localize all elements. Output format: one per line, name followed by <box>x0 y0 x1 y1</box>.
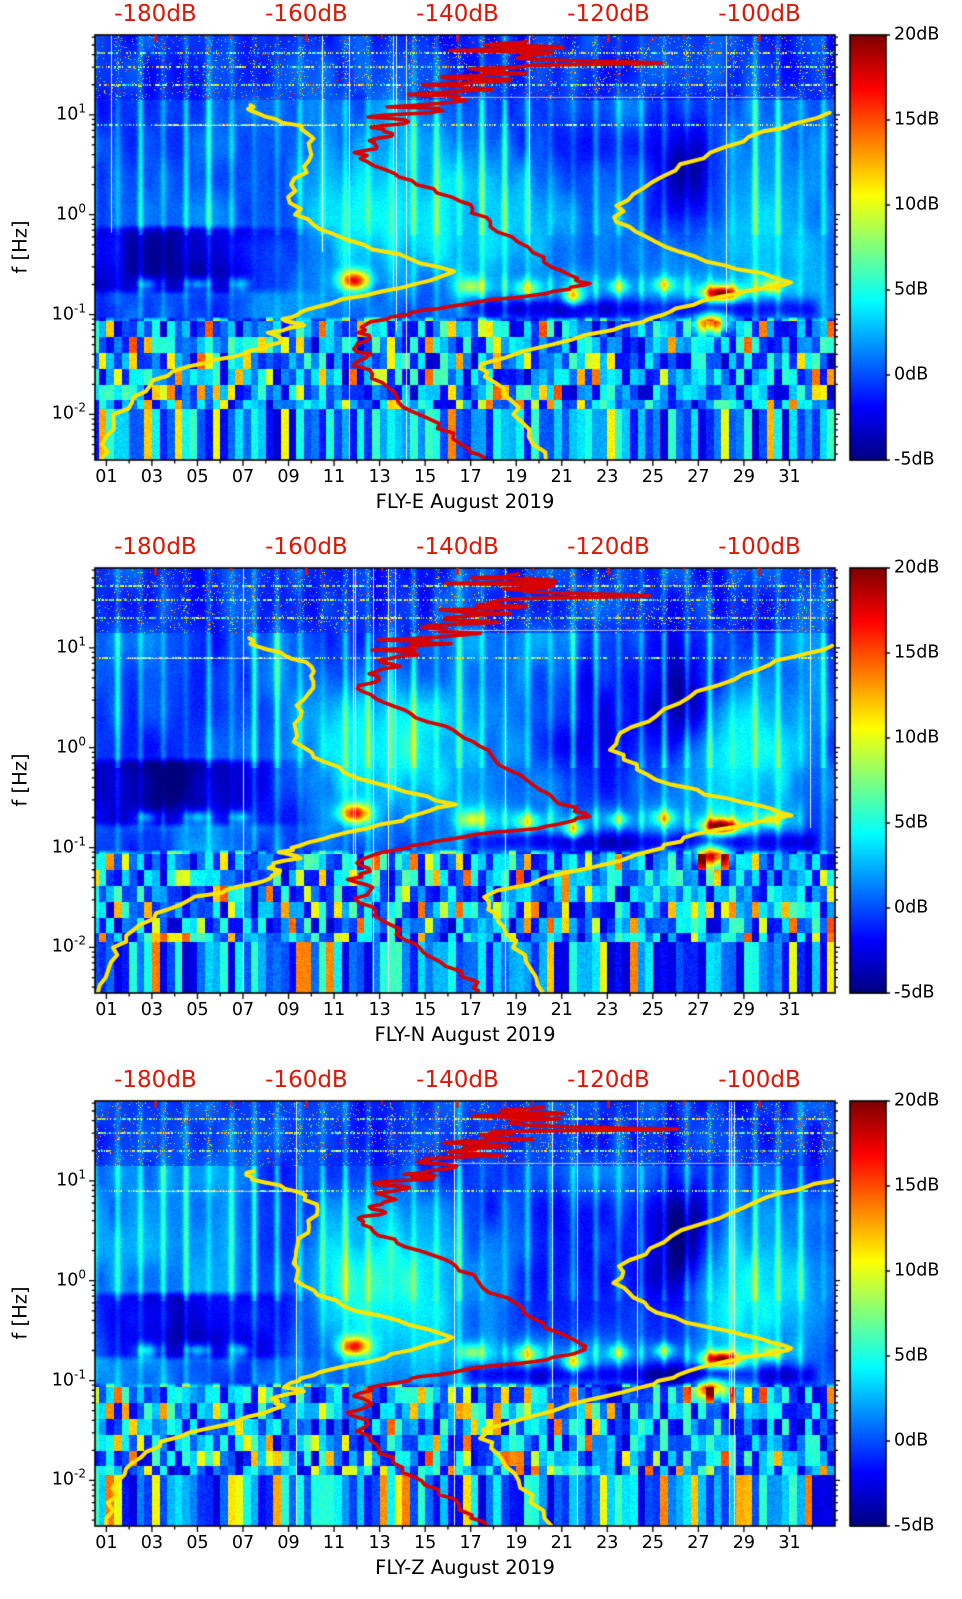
panel-title-fly-z: FLY-Z August 2019 <box>375 1556 555 1579</box>
y-axis-label: f [Hz] <box>8 220 32 274</box>
spectrogram-canvas-fly-z <box>0 1066 962 1599</box>
panel-fly-e: -180dB -160dB -140dB -120dB -100dB 01 03 05 07 09… <box>0 0 962 533</box>
panel-title-fly-n: FLY-N August 2019 <box>374 1023 556 1046</box>
panel-title-fly-e: FLY-E August 2019 <box>375 490 555 513</box>
y-axis-label: f [Hz] <box>8 753 32 807</box>
spectrogram-canvas-fly-n <box>0 533 962 1066</box>
spectrogram-canvas-fly-e <box>0 0 962 533</box>
y-axis-label: f [Hz] <box>8 1286 32 1340</box>
panel-fly-n: -180dB -160dB -140dB -120dB -100dB 01 03 05 07 09… <box>0 533 962 1066</box>
panel-fly-z: -180dB -160dB -140dB -120dB -100dB 01 03 05 07 09… <box>0 1066 962 1599</box>
